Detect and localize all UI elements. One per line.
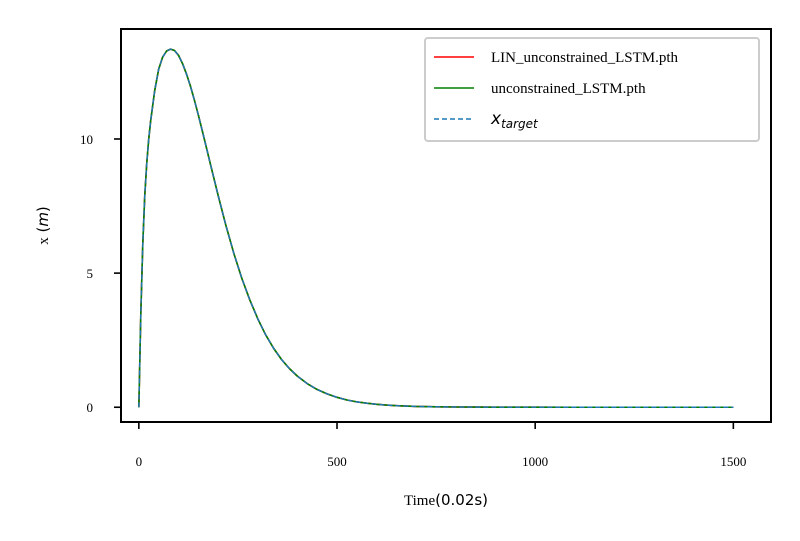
legend-label-1: LIN_unconstrained_LSTM.pth xyxy=(491,50,679,66)
y-tick-label: 0 xyxy=(87,400,94,415)
x-axis-title: Time(0.02s) xyxy=(404,491,488,509)
y-tick-label: 10 xyxy=(80,132,93,147)
x-axis-title-unit: (0.02s) xyxy=(435,491,488,509)
x-tick-label: 500 xyxy=(327,454,347,469)
x-tick-label: 1500 xyxy=(720,454,746,469)
x-tick-label: 1000 xyxy=(522,454,548,469)
legend-label-3: xtarget xyxy=(490,109,539,131)
legend: LIN_unconstrained_LSTM.pth unconstrained_… xyxy=(424,37,760,142)
legend-box xyxy=(424,37,760,142)
y-axis-title-unit: m xyxy=(34,212,52,227)
series-layer xyxy=(138,48,734,409)
legend-label-2: unconstrained_LSTM.pth xyxy=(491,81,646,97)
plot-area-frame xyxy=(120,28,772,423)
y-axis-title-text: x xyxy=(36,237,52,245)
series-line-3 xyxy=(138,48,734,408)
x-axis-title-text: Time xyxy=(404,493,435,509)
x-axis: 0 500 1000 1500 xyxy=(136,422,746,469)
x-tick-label: 0 xyxy=(136,454,143,469)
y-axis: 0 5 10 xyxy=(80,132,121,415)
y-tick-label: 5 xyxy=(87,266,94,281)
y-axis-title: x (m) xyxy=(34,206,52,245)
